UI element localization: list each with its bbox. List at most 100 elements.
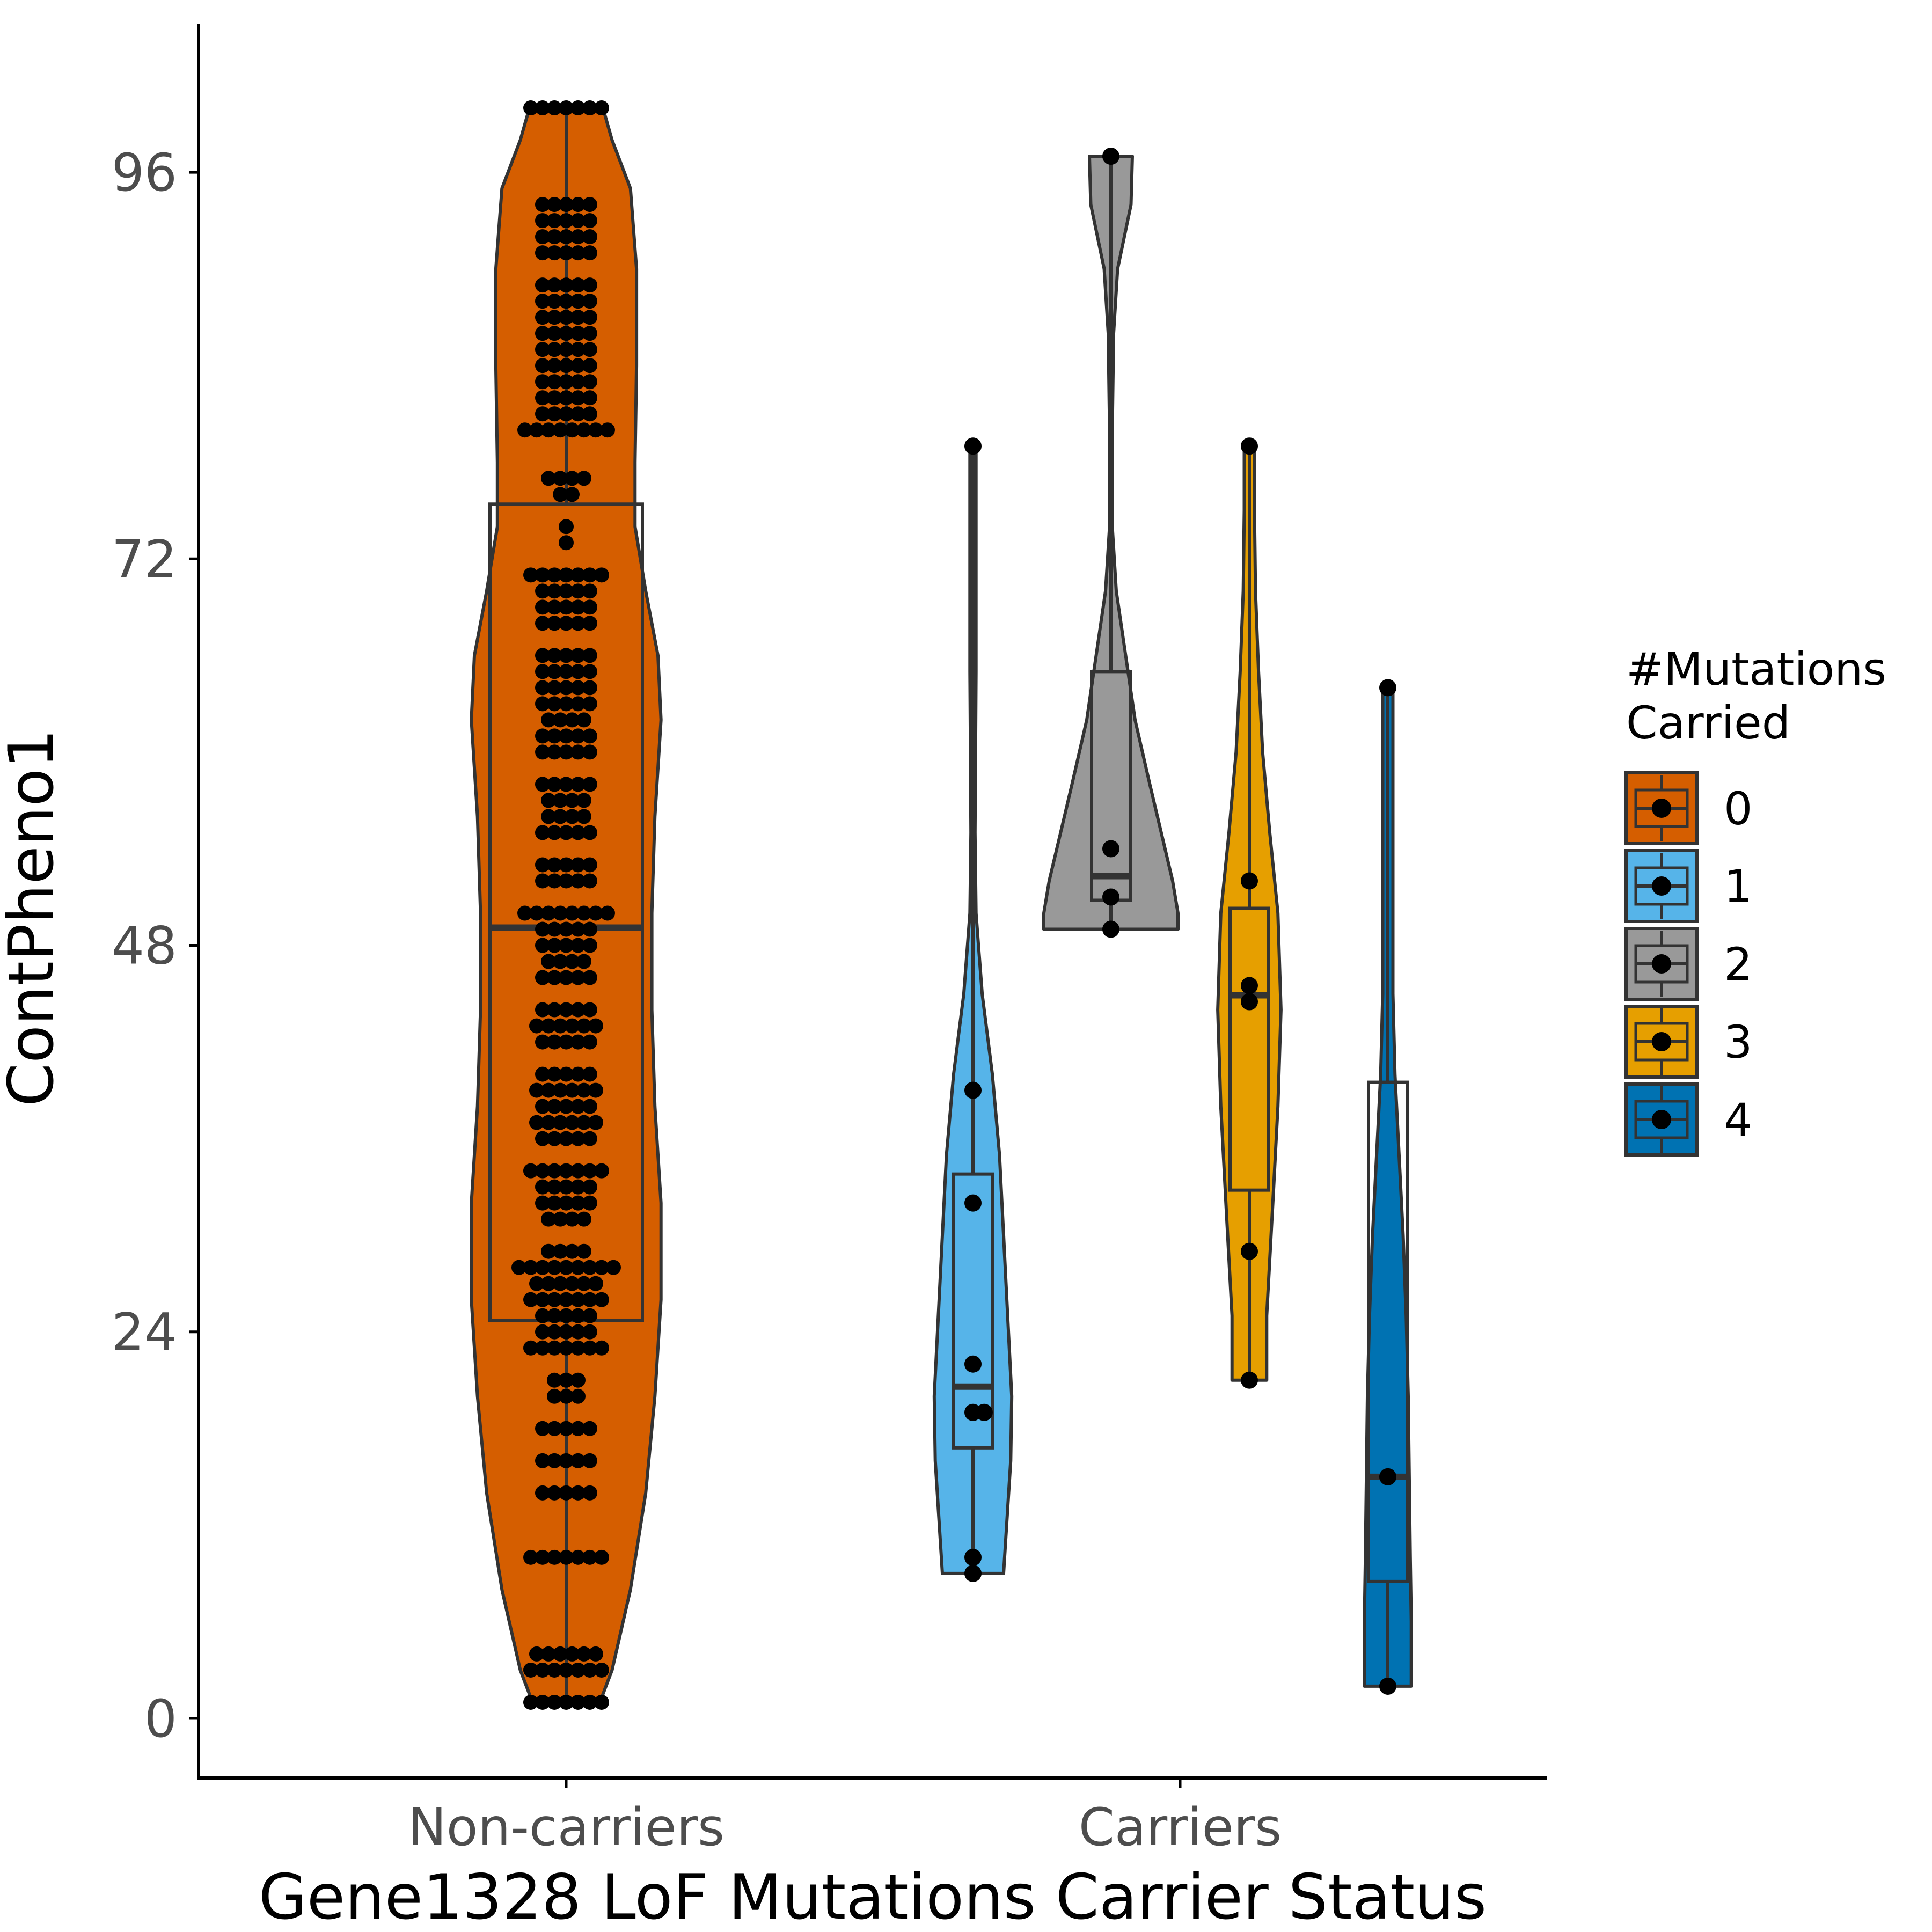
data-point [547,1324,562,1340]
data-point [547,374,562,390]
data-point [565,1018,580,1034]
data-point [535,406,550,422]
data-point [570,1131,586,1146]
data-point [547,664,562,679]
data-point [547,1034,562,1050]
legend-title-line1: #Mutations [1626,643,1886,696]
data-point [547,567,562,583]
data-point [559,938,574,953]
data-point [559,1131,574,1146]
data-point [570,1002,586,1018]
data-point [570,938,586,953]
data-point [588,422,603,438]
data-point [535,664,550,679]
data-point [559,648,574,663]
data-point [570,1372,586,1388]
data-point [570,599,586,615]
data-point [588,1646,603,1662]
legend-point [1652,799,1671,818]
data-point [535,1324,550,1340]
data-point [582,1163,597,1179]
box-1 [952,1172,994,1450]
data-point [570,374,586,390]
data-point [535,728,550,744]
data-point [559,921,574,937]
data-point [565,487,580,502]
y-tick-label: 72 [112,529,177,589]
data-point [594,1662,609,1678]
data-point [535,696,550,712]
data-point [559,406,574,422]
data-point [594,1549,609,1565]
data-point [559,342,574,357]
data-point [582,680,597,696]
data-point [964,1548,982,1566]
data-point [541,1646,556,1662]
data-point [535,294,550,309]
data-point [547,825,562,840]
x-tick-label: Carriers [1079,1797,1282,1857]
data-point [559,1195,574,1211]
data-point [559,1260,574,1275]
data-point [582,1662,597,1678]
data-point [547,1099,562,1114]
data-point [570,326,586,341]
data-point [547,245,562,261]
data-point [559,970,574,985]
data-point [582,310,597,325]
data-point [582,567,597,583]
data-point [582,326,597,341]
data-point [553,793,568,808]
data-point [553,809,568,824]
data-point [547,100,562,116]
data-point [541,712,556,728]
data-point [1102,840,1119,858]
data-point [553,1243,568,1259]
data-point [535,277,550,293]
data-point [529,1082,544,1098]
data-point [582,970,597,985]
data-point [547,583,562,599]
data-point [576,954,591,969]
data-point [535,583,550,599]
data-point [570,1308,586,1323]
data-point [535,1549,550,1565]
data-point [582,1066,597,1082]
data-point [570,213,586,229]
data-point [570,406,586,422]
box-3 [1228,906,1270,1192]
data-point [523,1163,538,1179]
data-point [559,1324,574,1340]
data-point [547,1549,562,1565]
data-point [553,1211,568,1227]
data-point [582,1260,597,1275]
data-point [964,1081,982,1099]
data-point [582,583,597,599]
data-point [547,744,562,760]
data-point [559,777,574,792]
data-point [582,696,597,712]
data-point [582,1002,597,1018]
data-point [547,1662,562,1678]
data-point [553,1276,568,1291]
data-point [523,567,538,583]
data-point [547,358,562,374]
data-point [565,712,580,728]
data-point [582,1034,597,1050]
data-point [547,1179,562,1195]
data-point [570,728,586,744]
data-point [547,1292,562,1307]
data-point [582,1549,597,1565]
y-axis-ticks: 0 24 48 72 96 [112,143,199,1749]
data-point [964,1564,982,1582]
data-point [570,1694,586,1710]
data-point [582,390,597,406]
data-point [559,1340,574,1356]
data-point [523,1292,538,1307]
data-point [547,728,562,744]
data-point [547,406,562,422]
y-tick-label: 48 [112,916,177,976]
data-point [553,1018,568,1034]
data-point [570,873,586,889]
data-point [582,616,597,631]
